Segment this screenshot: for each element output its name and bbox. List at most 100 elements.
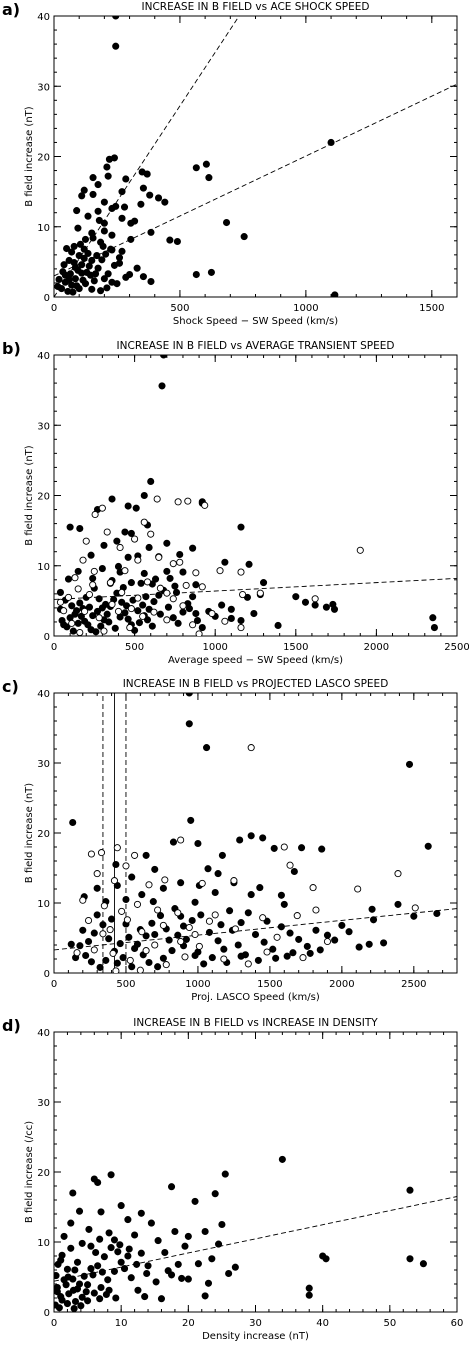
data-point-open: [299, 954, 307, 962]
data-point-filled: [108, 246, 116, 254]
data-point-open: [162, 961, 170, 969]
data-point-filled: [125, 933, 133, 941]
x-tick-label: 2000: [364, 642, 389, 653]
data-point-open: [185, 923, 193, 932]
data-point-filled: [156, 610, 164, 618]
data-point-filled: [137, 200, 145, 208]
data-point-filled: [120, 1265, 129, 1273]
data-point-filled: [345, 928, 353, 936]
data-point-filled: [133, 940, 142, 948]
x-tick-label: 50: [383, 1318, 396, 1329]
y-axis-label: B field increase (nT): [24, 783, 35, 883]
data-point-filled: [121, 528, 129, 536]
data-point-filled: [105, 618, 113, 626]
data-point-filled: [97, 622, 105, 630]
data-point-filled: [174, 1260, 182, 1268]
data-point-open: [118, 588, 126, 596]
data-point-open: [182, 581, 190, 589]
data-point-filled: [203, 744, 211, 752]
data-point-filled: [260, 938, 268, 946]
data-point-open: [139, 612, 147, 620]
reference-lines: [54, 1196, 457, 1282]
data-point-filled: [169, 614, 177, 622]
data-point-filled: [74, 619, 82, 627]
data-point-filled: [237, 523, 245, 531]
x-tick-label: 2500: [444, 642, 469, 653]
data-point-filled: [84, 1281, 92, 1289]
x-axis-label: Average speed − SW Speed (km/s): [168, 655, 343, 666]
data-point-filled: [159, 884, 167, 892]
data-point-open: [131, 535, 139, 543]
data-point-filled: [237, 616, 245, 625]
data-point-open: [112, 967, 120, 973]
data-point-filled: [179, 922, 188, 930]
data-point-filled: [113, 280, 121, 288]
data-point-open: [140, 518, 148, 526]
data-point-filled: [63, 1300, 71, 1308]
data-point-filled: [277, 891, 285, 899]
data-point-filled: [187, 816, 195, 824]
x-tick-label: 40: [316, 1318, 329, 1329]
data-point-filled: [116, 940, 124, 948]
data-point-filled: [100, 227, 108, 235]
data-point-filled: [95, 216, 103, 224]
data-point-filled: [305, 1291, 313, 1299]
data-point-filled: [154, 194, 163, 202]
data-point-filled: [327, 138, 335, 146]
x-tick-label: 500: [116, 979, 135, 990]
data-point-filled: [147, 477, 155, 486]
data-point-open: [123, 916, 131, 924]
data-point-filled: [82, 951, 90, 960]
data-point-filled: [94, 1262, 102, 1270]
data-point-filled: [148, 919, 156, 927]
data-point-open: [85, 591, 94, 599]
data-point-filled: [133, 1260, 141, 1268]
data-point-open: [239, 591, 247, 599]
data-point-filled: [338, 921, 346, 929]
data-point-open: [151, 941, 159, 949]
data-point-open: [311, 595, 319, 603]
data-point-filled: [83, 268, 91, 276]
x-axis-label: Shock Speed − SW Speed (km/s): [173, 316, 338, 327]
data-point-filled: [251, 930, 260, 939]
data-point-filled: [193, 616, 202, 625]
data-point-open: [179, 602, 187, 610]
data-point-filled: [194, 839, 202, 848]
data-point-open: [100, 627, 108, 635]
data-point-filled: [107, 1244, 115, 1252]
data-point-filled: [69, 1189, 77, 1197]
data-point-filled: [68, 602, 76, 610]
data-point-open: [198, 879, 206, 887]
data-point-filled: [218, 851, 226, 859]
data-point-open: [133, 900, 142, 908]
data-point-filled: [278, 1155, 286, 1163]
data-point-filled: [220, 945, 228, 953]
data-point-filled: [185, 605, 193, 613]
x-tick-label: 1000: [202, 642, 227, 653]
data-point-open: [153, 495, 161, 503]
data-point-filled: [236, 836, 244, 844]
data-point-filled: [139, 184, 147, 192]
data-point-open: [286, 861, 294, 869]
data-point-filled: [272, 954, 280, 962]
data-point-filled: [73, 282, 81, 290]
y-tick-label: 40: [37, 689, 50, 700]
data-point-filled: [99, 242, 107, 250]
data-point-filled: [60, 261, 68, 269]
data-point-open: [354, 885, 362, 893]
data-point-filled: [283, 952, 291, 960]
data-point-open: [256, 589, 264, 597]
data-point-filled: [280, 900, 288, 908]
data-point-filled: [80, 1272, 88, 1280]
data-point-filled: [222, 218, 231, 227]
data-point-open: [90, 567, 98, 575]
data-point-filled: [303, 942, 311, 950]
data-point-filled: [135, 619, 143, 627]
data-point-open: [73, 949, 81, 957]
data-point-filled: [110, 261, 118, 269]
data-point-filled: [65, 1290, 73, 1298]
data-point-filled: [99, 921, 107, 929]
data-point-filled: [127, 529, 135, 537]
data-point-filled: [254, 956, 262, 964]
